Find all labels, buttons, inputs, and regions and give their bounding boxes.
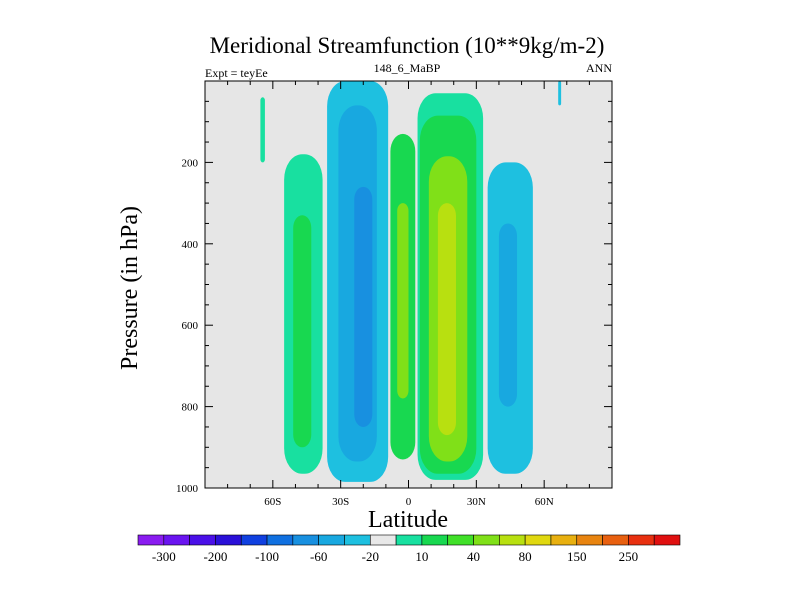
chart-title: Meridional Streamfunction (10**9kg/m-2) bbox=[210, 33, 605, 58]
colorbar-swatch bbox=[473, 534, 500, 546]
colorbar-label: -20 bbox=[362, 549, 379, 564]
colorbar-swatch bbox=[628, 534, 655, 546]
contour-cell-sh-ferrel-core bbox=[293, 215, 312, 448]
contour-cell-sh-polar-sliver bbox=[558, 81, 562, 106]
season-label: ANN bbox=[586, 61, 612, 75]
colorbar-swatch bbox=[292, 534, 319, 546]
colorbar-swatch bbox=[318, 534, 345, 546]
x-tick-label: 30S bbox=[332, 496, 349, 508]
colorbar-swatch bbox=[653, 534, 681, 546]
contour-cell-sh-hadley-core bbox=[354, 186, 373, 427]
colorbar-label: 10 bbox=[415, 549, 428, 564]
colorbar-swatch bbox=[447, 534, 474, 546]
colorbar-label: -100 bbox=[255, 549, 279, 564]
colorbar-labels: -300 -200 -100 -60 -20 10 40 80 150 250 bbox=[152, 549, 638, 564]
colorbar-swatch bbox=[189, 534, 216, 546]
contour-cell-equatorial-core bbox=[397, 203, 409, 399]
x-tick-label: 60S bbox=[264, 496, 281, 508]
colorbar bbox=[137, 534, 681, 546]
colorbar-label: 150 bbox=[567, 549, 587, 564]
colorbar-swatch bbox=[395, 534, 423, 546]
y-axis-label: Pressure (in hPa) bbox=[117, 206, 143, 370]
colorbar-swatch bbox=[421, 534, 449, 546]
colorbar-swatch bbox=[369, 534, 397, 546]
colorbar-swatch bbox=[524, 534, 552, 546]
y-tick-label: 800 bbox=[182, 402, 199, 414]
y-tick-label: 200 bbox=[182, 157, 199, 169]
colorbar-label: 80 bbox=[519, 549, 532, 564]
contour-cell-nh-ferrel-core bbox=[498, 223, 518, 407]
colorbar-swatch bbox=[240, 534, 268, 546]
x-axis-label: Latitude bbox=[368, 507, 448, 533]
experiment-label: Expt = teyEe bbox=[205, 66, 268, 80]
contour-cell-nh-hadley-core bbox=[437, 203, 456, 436]
colorbar-label: 40 bbox=[467, 549, 480, 564]
colorbar-swatch bbox=[550, 534, 578, 546]
colorbar-label: -300 bbox=[152, 549, 176, 564]
colorbar-label: -60 bbox=[310, 549, 327, 564]
contour-layer bbox=[260, 81, 562, 482]
colorbar-label: 250 bbox=[619, 549, 639, 564]
colorbar-swatch bbox=[215, 534, 242, 546]
y-tick-label: 600 bbox=[182, 320, 199, 332]
y-tick-label: 1000 bbox=[176, 483, 199, 495]
colorbar-swatch bbox=[163, 534, 190, 546]
x-tick-label: 60N bbox=[535, 496, 554, 508]
colorbar-swatch bbox=[344, 534, 371, 546]
contour-cell-nh-polar-sliver bbox=[260, 97, 265, 163]
y-axis-ticks: 200 400 600 800 1000 bbox=[176, 157, 612, 495]
plot-frame bbox=[204, 80, 613, 489]
x-axis-ticks: 60S 30S 0 30N 60N bbox=[264, 81, 554, 508]
colorbar-swatch bbox=[602, 534, 629, 546]
colorbar-swatch bbox=[576, 534, 603, 546]
colorbar-label: -200 bbox=[204, 549, 228, 564]
minor-ticks bbox=[205, 81, 612, 488]
case-label: 148_6_MaBP bbox=[374, 61, 441, 75]
y-tick-label: 400 bbox=[182, 239, 199, 251]
colorbar-swatch bbox=[137, 534, 165, 546]
x-tick-label: 30N bbox=[467, 496, 486, 508]
colorbar-swatch bbox=[499, 534, 526, 546]
x-tick-label: 0 bbox=[406, 496, 412, 508]
colorbar-swatch bbox=[266, 534, 294, 546]
